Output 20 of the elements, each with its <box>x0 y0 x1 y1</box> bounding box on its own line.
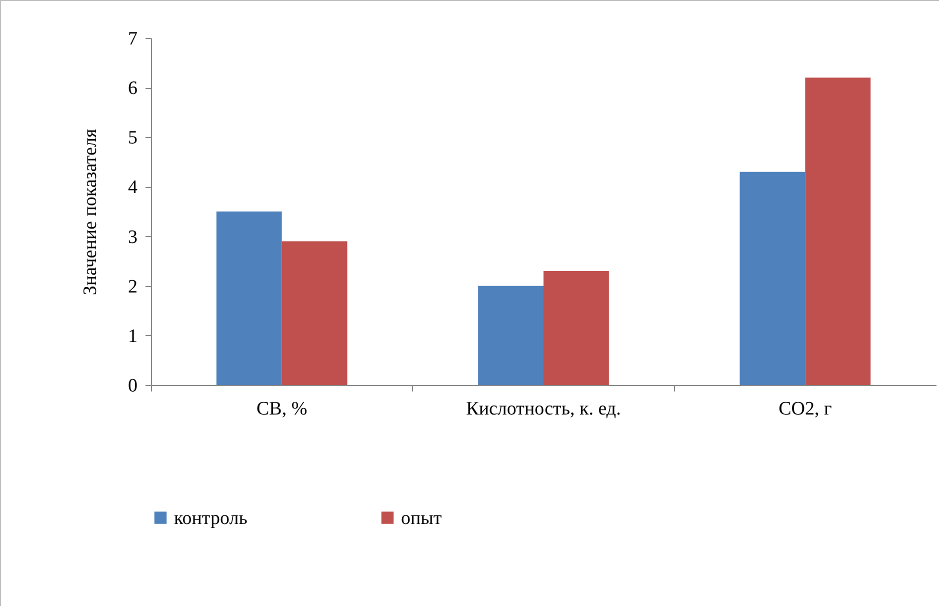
y-tick-label: 3 <box>128 226 138 248</box>
legend-label: опыт <box>401 508 442 529</box>
x-tick-label: Кислотность, к. ед. <box>466 398 621 420</box>
y-tick-label: 4 <box>128 177 138 198</box>
y-tick-label: 0 <box>128 376 138 396</box>
legend-label: контроль <box>174 508 248 529</box>
bar <box>282 241 348 385</box>
bar <box>216 212 282 385</box>
x-tick-label: СВ, % <box>256 398 308 420</box>
x-tick-label: СО2, г <box>778 398 832 420</box>
bar <box>740 172 806 385</box>
y-tick-label: 6 <box>128 78 138 100</box>
bar <box>478 286 544 385</box>
y-tick-label: 5 <box>128 128 138 149</box>
y-tick-label: 2 <box>128 276 138 298</box>
y-tick-label: 1 <box>128 326 138 347</box>
bar <box>805 78 871 385</box>
y-axis-title: Значение показателя <box>80 128 101 296</box>
bar <box>544 270 609 385</box>
y-tick-label: 7 <box>128 28 138 50</box>
